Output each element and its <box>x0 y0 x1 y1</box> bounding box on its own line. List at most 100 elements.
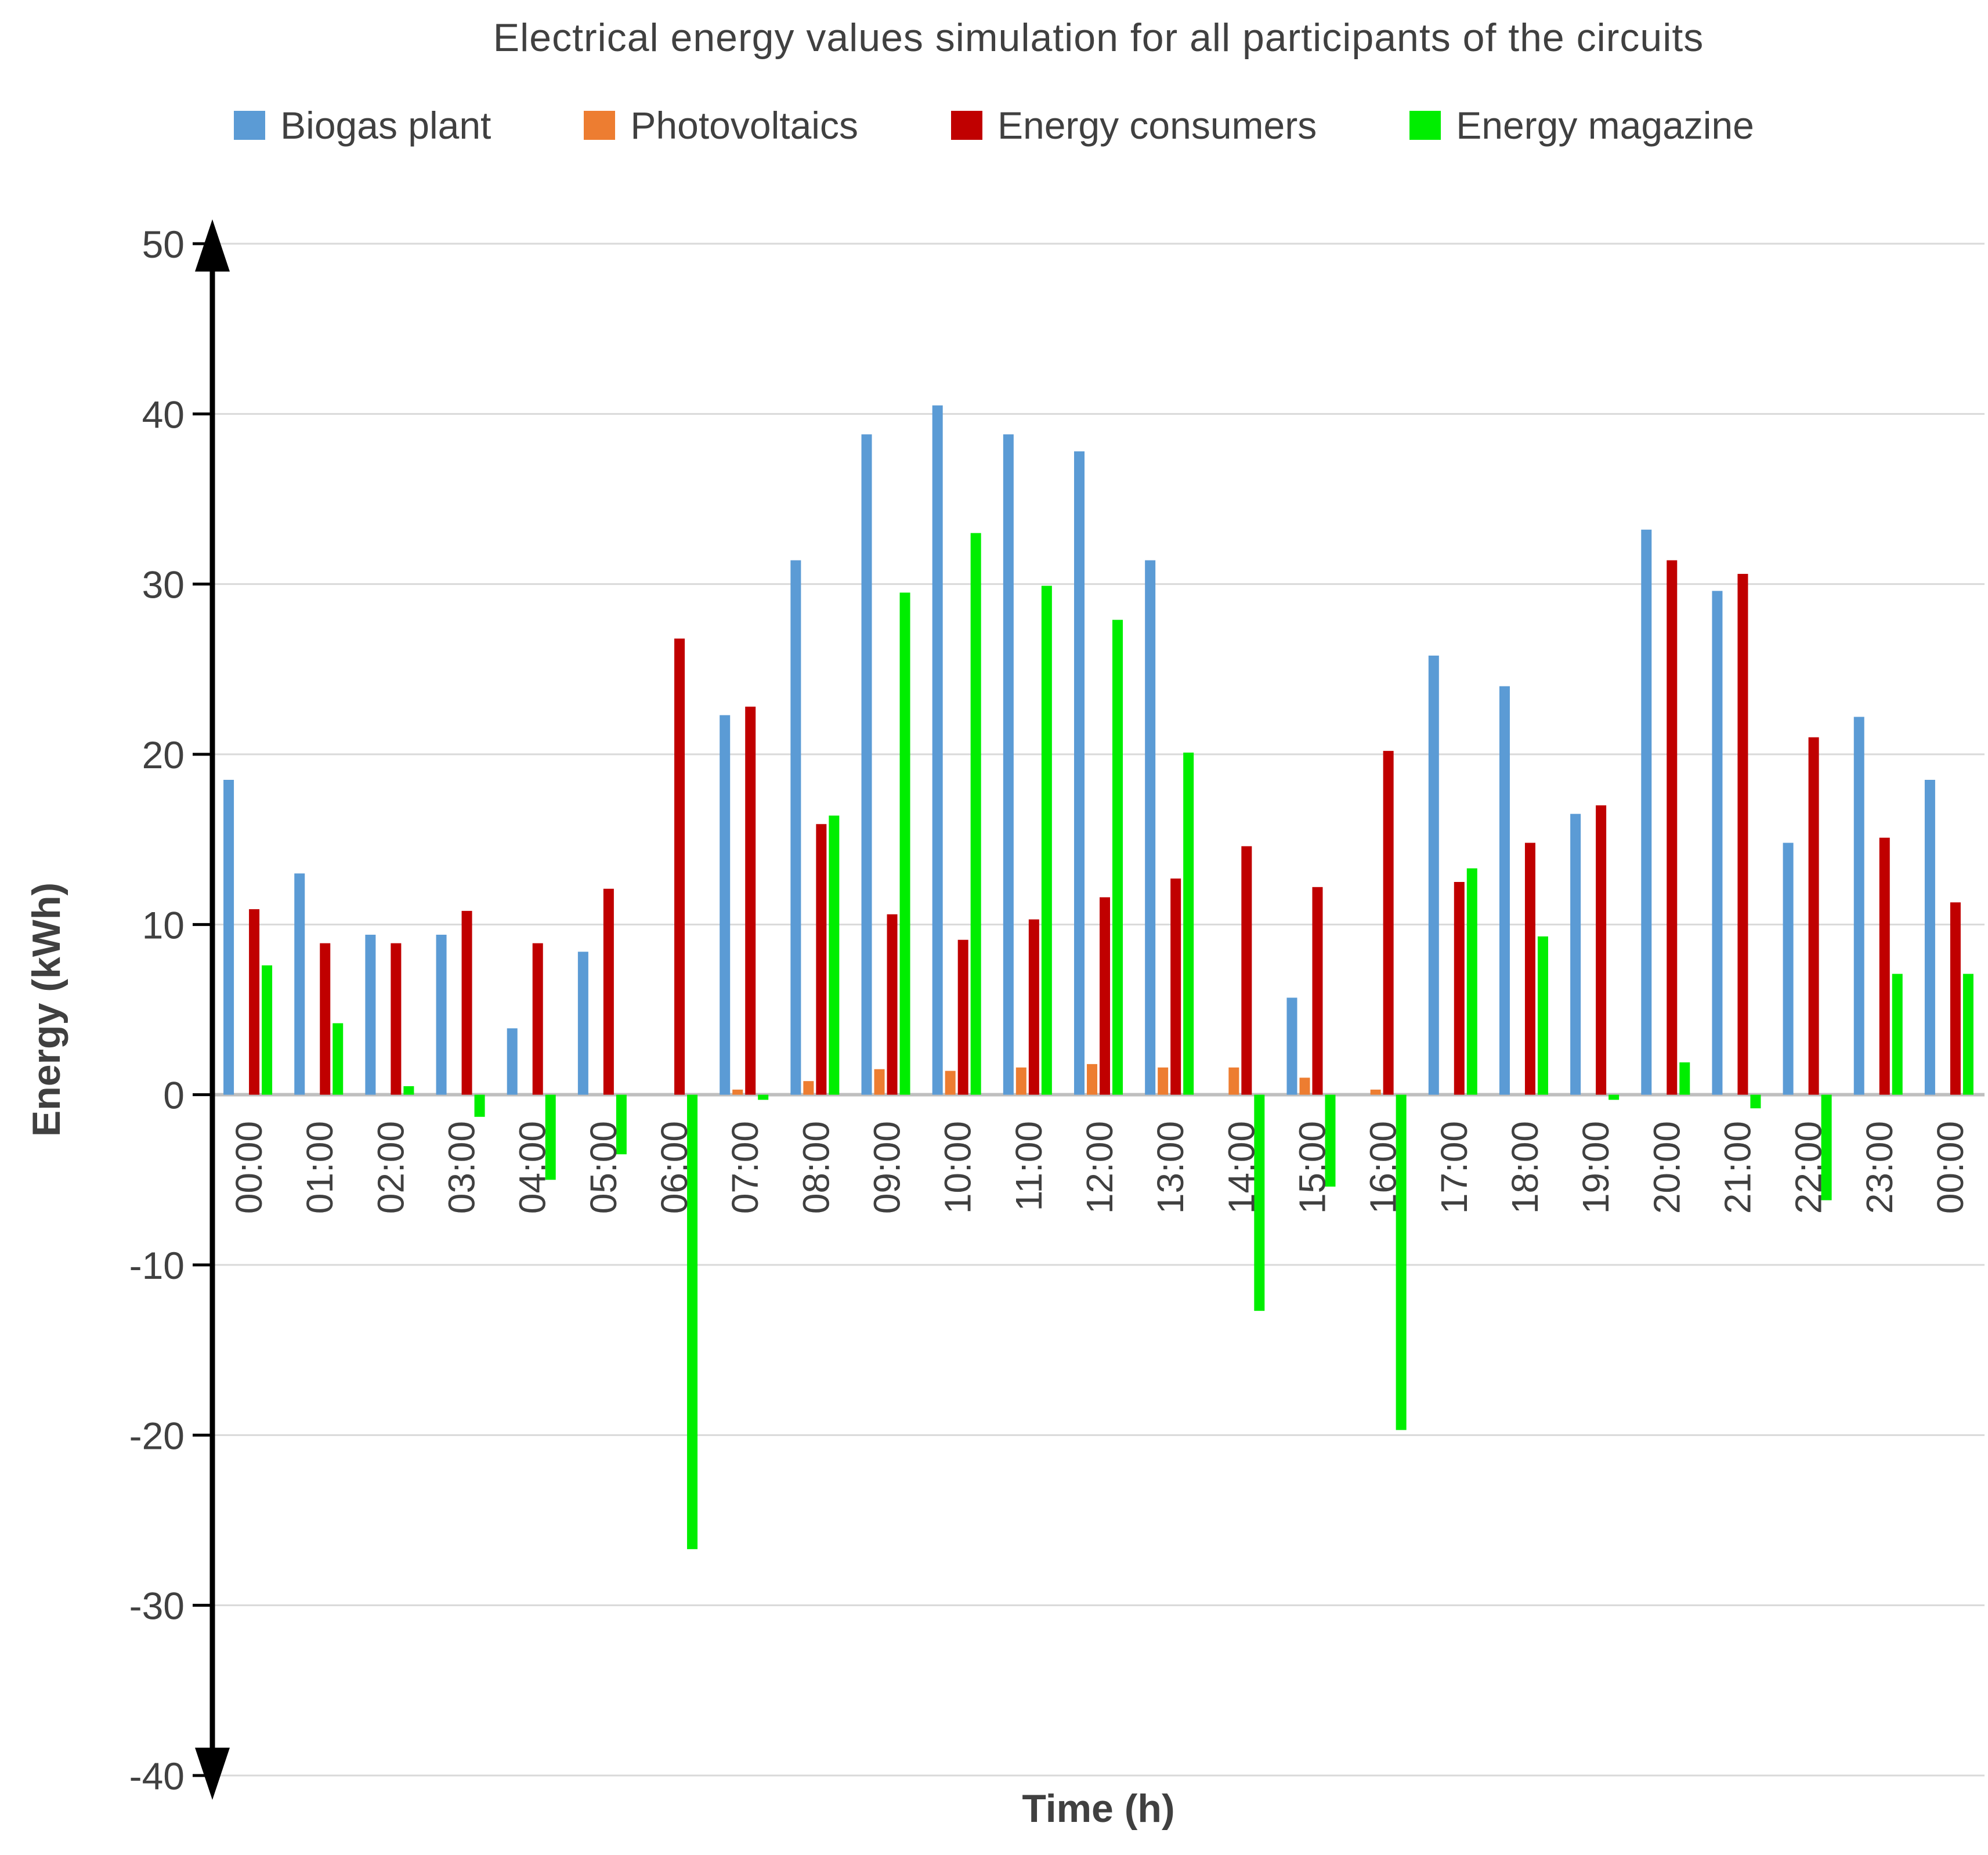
legend-label-photovoltaics: Photovoltaics <box>630 104 858 147</box>
bar-energy-magazine-11:00-i11 <box>1041 585 1052 1095</box>
y-tick-label-20: 20 <box>142 733 185 776</box>
bar-energy-magazine-15:00-i15 <box>1325 1094 1336 1187</box>
bar-energy-magazine-00:00-i0 <box>262 965 273 1095</box>
x-tick-label-15:00-i15: 15:00 <box>1291 1121 1333 1214</box>
y-tick-label--10: -10 <box>129 1244 185 1287</box>
bar-energy-magazine-10:00-i10 <box>970 533 981 1095</box>
y-tick-label-50: 50 <box>142 223 185 266</box>
y-tick-label--30: -30 <box>129 1585 185 1628</box>
bar-energy-magazine-01:00-i1 <box>332 1023 344 1095</box>
bar-energy-consumers-08:00-i8 <box>816 824 827 1095</box>
y-axis-arrow-down <box>195 1748 230 1800</box>
bar-photovoltaics-16:00-i16 <box>1370 1089 1381 1095</box>
bar-biogas-plant-04:00-i4 <box>507 1028 518 1095</box>
bar-energy-magazine-04:00-i4 <box>545 1094 556 1180</box>
legend-label-energy-consumers: Energy consumers <box>997 104 1317 147</box>
bar-photovoltaics-14:00-i14 <box>1228 1067 1239 1095</box>
x-tick-label-12:00-i12: 12:00 <box>1079 1121 1120 1214</box>
x-tick-label-06:00-i6: 06:00 <box>653 1121 695 1214</box>
legend-label-energy-magazine: Energy magazine <box>1456 104 1754 147</box>
y-tick-label--20: -20 <box>129 1414 185 1457</box>
y-tick-label-30: 30 <box>142 563 185 606</box>
bar-energy-magazine-20:00-i20 <box>1679 1062 1690 1095</box>
bar-energy-magazine-17:00-i17 <box>1466 868 1477 1095</box>
bar-biogas-plant-05:00-i5 <box>577 952 588 1095</box>
bar-energy-consumers-14:00-i14 <box>1241 846 1252 1095</box>
y-tick-label-10: 10 <box>142 903 185 946</box>
legend-item-energy-magazine: Energy magazine <box>1409 103 1754 147</box>
bar-biogas-plant-09:00-i9 <box>861 434 872 1095</box>
bar-biogas-plant-21:00-i21 <box>1712 591 1723 1095</box>
x-tick-label-08:00-i8: 08:00 <box>795 1121 837 1214</box>
x-tick-label-14:00-i14: 14:00 <box>1220 1121 1262 1214</box>
x-tick-label-09:00-i9: 09:00 <box>866 1121 908 1214</box>
bar-biogas-plant-11:00-i11 <box>1003 434 1014 1095</box>
bar-photovoltaics-10:00-i10 <box>945 1071 956 1095</box>
bar-energy-magazine-02:00-i2 <box>403 1086 414 1095</box>
bar-biogas-plant-00:00-i0 <box>223 780 234 1095</box>
x-tick-label-00:00-i0: 00:00 <box>228 1121 270 1214</box>
y-axis-arrow-up <box>195 219 230 272</box>
bar-biogas-plant-15:00-i15 <box>1286 997 1297 1095</box>
bar-energy-consumers-01:00-i1 <box>320 943 331 1095</box>
bar-biogas-plant-08:00-i8 <box>790 560 801 1095</box>
bar-energy-consumers-10:00-i10 <box>957 939 968 1095</box>
y-tick-label--40: -40 <box>129 1755 185 1798</box>
bar-energy-consumers-04:00-i4 <box>532 943 543 1095</box>
bar-energy-consumers-23:00-i23 <box>1879 837 1890 1095</box>
x-tick-label-04:00-i4: 04:00 <box>512 1121 554 1214</box>
bar-photovoltaics-07:00-i7 <box>732 1089 743 1095</box>
x-tick-label-02:00-i2: 02:00 <box>370 1121 411 1214</box>
bar-energy-consumers-00:00-i0 <box>249 909 260 1095</box>
bar-energy-consumers-17:00-i17 <box>1454 882 1465 1095</box>
bar-energy-magazine-21:00-i21 <box>1750 1094 1761 1109</box>
bar-photovoltaics-11:00-i11 <box>1015 1067 1026 1095</box>
bar-biogas-plant-02:00-i2 <box>365 934 376 1095</box>
bar-energy-magazine-03:00-i3 <box>474 1094 485 1117</box>
bar-biogas-plant-07:00-i7 <box>720 715 731 1095</box>
bar-biogas-plant-01:00-i1 <box>294 873 305 1095</box>
bar-energy-magazine-08:00-i8 <box>829 815 840 1095</box>
bar-photovoltaics-08:00-i8 <box>803 1081 814 1095</box>
bar-energy-magazine-23:00-i23 <box>1892 974 1903 1095</box>
bar-energy-consumers-00:00-i24 <box>1950 902 1961 1095</box>
x-tick-label-20:00-i20: 20:00 <box>1646 1121 1687 1214</box>
bar-energy-magazine-18:00-i18 <box>1537 936 1548 1095</box>
x-tick-label-03:00-i3: 03:00 <box>441 1121 483 1214</box>
bar-biogas-plant-19:00-i19 <box>1570 813 1581 1095</box>
bar-biogas-plant-13:00-i13 <box>1145 560 1156 1095</box>
bar-energy-consumers-09:00-i9 <box>887 914 898 1095</box>
bar-biogas-plant-10:00-i10 <box>932 405 943 1095</box>
bar-energy-magazine-05:00-i5 <box>616 1094 627 1155</box>
bar-energy-consumers-07:00-i7 <box>745 706 756 1095</box>
bar-energy-consumers-11:00-i11 <box>1028 919 1039 1095</box>
bar-energy-magazine-22:00-i22 <box>1821 1094 1832 1200</box>
legend-item-photovoltaics: Photovoltaics <box>584 103 858 147</box>
bar-biogas-plant-03:00-i3 <box>436 934 447 1095</box>
bar-energy-magazine-13:00-i13 <box>1183 753 1194 1095</box>
bar-energy-consumers-12:00-i12 <box>1100 897 1110 1095</box>
legend-item-energy-consumers: Energy consumers <box>950 103 1317 147</box>
bar-energy-consumers-20:00-i20 <box>1667 560 1678 1095</box>
bar-energy-consumers-03:00-i3 <box>461 910 472 1095</box>
bar-energy-consumers-05:00-i5 <box>603 888 614 1095</box>
legend-swatch-energy-magazine <box>1409 111 1441 140</box>
x-tick-label-01:00-i1: 01:00 <box>299 1121 341 1214</box>
bar-energy-magazine-07:00-i7 <box>758 1094 769 1100</box>
x-tick-label-13:00-i13: 13:00 <box>1150 1121 1191 1214</box>
bar-biogas-plant-17:00-i17 <box>1428 655 1439 1095</box>
bar-energy-consumers-22:00-i22 <box>1808 737 1819 1095</box>
bar-energy-consumers-15:00-i15 <box>1312 887 1323 1095</box>
y-tick-label-0: 0 <box>163 1074 185 1117</box>
x-axis-title: Time (h) <box>1022 1787 1175 1831</box>
bar-biogas-plant-23:00-i23 <box>1853 717 1864 1095</box>
bar-energy-magazine-16:00-i16 <box>1396 1094 1407 1430</box>
bar-photovoltaics-09:00-i9 <box>874 1069 885 1095</box>
x-tick-label-23:00-i23: 23:00 <box>1859 1121 1900 1214</box>
x-tick-label-10:00-i10: 10:00 <box>937 1121 979 1214</box>
x-tick-label-18:00-i18: 18:00 <box>1504 1121 1546 1214</box>
y-tick-label-40: 40 <box>142 393 185 436</box>
legend-item-biogas-plant: Biogas plant <box>234 103 491 147</box>
